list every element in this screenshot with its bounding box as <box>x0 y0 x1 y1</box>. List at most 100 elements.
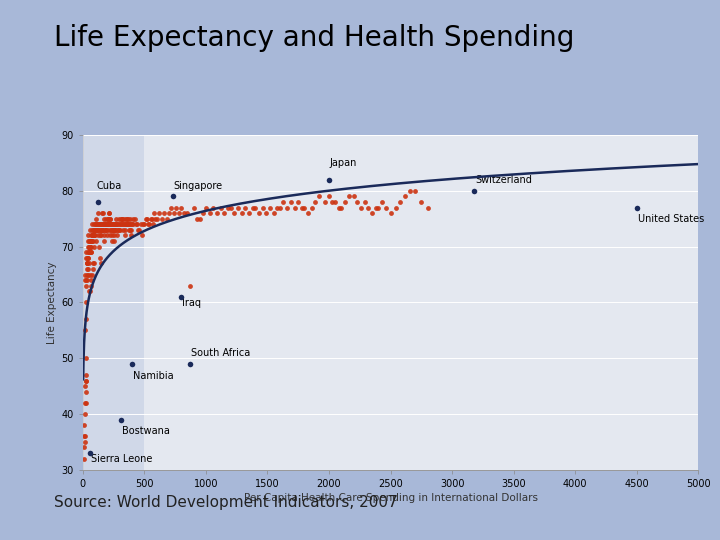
Point <box>107 220 118 228</box>
Point <box>310 198 321 206</box>
Point <box>278 198 289 206</box>
Point <box>178 209 189 218</box>
Point <box>93 226 104 234</box>
Point <box>115 415 127 424</box>
Point <box>84 237 95 245</box>
Point <box>96 220 107 228</box>
Y-axis label: Life Expectancy: Life Expectancy <box>48 261 57 343</box>
Text: Source: World Development Indicators, 2007: Source: World Development Indicators, 20… <box>54 495 397 510</box>
Point <box>109 226 120 234</box>
Point <box>87 226 99 234</box>
Point <box>92 231 104 240</box>
Point <box>96 231 107 240</box>
Point <box>271 203 283 212</box>
Point <box>167 192 179 201</box>
Point <box>89 220 100 228</box>
Point <box>85 242 96 251</box>
Point <box>125 220 137 228</box>
Point <box>99 220 111 228</box>
Point <box>134 226 145 234</box>
Point <box>395 198 406 206</box>
Point <box>351 198 363 206</box>
Point <box>253 209 265 218</box>
Point <box>114 226 126 234</box>
Point <box>96 209 108 218</box>
Point <box>94 226 106 234</box>
Point <box>173 209 184 218</box>
Point <box>108 220 120 228</box>
Point <box>339 198 351 206</box>
Point <box>146 214 158 223</box>
Point <box>292 198 304 206</box>
Point <box>163 209 175 218</box>
Point <box>84 270 95 279</box>
Point <box>84 242 95 251</box>
Point <box>86 226 98 234</box>
Point <box>119 231 130 240</box>
Point <box>348 192 359 201</box>
Point <box>115 214 127 223</box>
Point <box>232 203 243 212</box>
Point <box>85 276 96 285</box>
Point <box>81 259 93 268</box>
Point <box>102 214 114 223</box>
Point <box>79 382 91 390</box>
Point <box>89 226 101 234</box>
Point <box>96 220 108 228</box>
Point <box>98 214 109 223</box>
Point <box>121 220 132 228</box>
Point <box>320 198 331 206</box>
Point <box>107 220 119 228</box>
Point <box>243 209 255 218</box>
Point <box>126 226 138 234</box>
Point <box>79 270 91 279</box>
Point <box>122 220 134 228</box>
Point <box>91 226 103 234</box>
Point <box>153 209 165 218</box>
Point <box>82 270 94 279</box>
Point <box>171 203 182 212</box>
Point <box>108 231 120 240</box>
Point <box>112 220 123 228</box>
Point <box>184 281 196 290</box>
Point <box>143 220 155 228</box>
Point <box>330 198 341 206</box>
Point <box>85 242 96 251</box>
Point <box>147 220 158 228</box>
Point <box>222 203 234 212</box>
Point <box>84 242 95 251</box>
Point <box>145 214 156 223</box>
Point <box>107 226 118 234</box>
Point <box>302 209 314 218</box>
Point <box>289 203 300 212</box>
Point <box>84 248 95 256</box>
Point <box>143 220 154 228</box>
Point <box>81 259 93 268</box>
Point <box>86 270 98 279</box>
Text: United States: United States <box>638 214 704 224</box>
Point <box>86 231 98 240</box>
Point <box>96 226 108 234</box>
Point <box>81 399 92 407</box>
Point <box>138 220 149 228</box>
Point <box>325 198 337 206</box>
Point <box>117 220 129 228</box>
Point <box>219 209 230 218</box>
Point <box>102 214 114 223</box>
Point <box>115 220 127 228</box>
Point <box>80 298 91 307</box>
Point <box>88 259 99 268</box>
Point <box>84 259 95 268</box>
Point <box>113 220 125 228</box>
Point <box>94 253 106 262</box>
Point <box>151 214 163 223</box>
Point <box>89 231 101 240</box>
Point <box>166 203 177 212</box>
Point <box>176 293 187 301</box>
Point <box>94 242 105 251</box>
Point <box>247 203 258 212</box>
Point <box>97 220 109 228</box>
Point <box>415 198 427 206</box>
Point <box>333 203 345 212</box>
Point <box>249 203 261 212</box>
